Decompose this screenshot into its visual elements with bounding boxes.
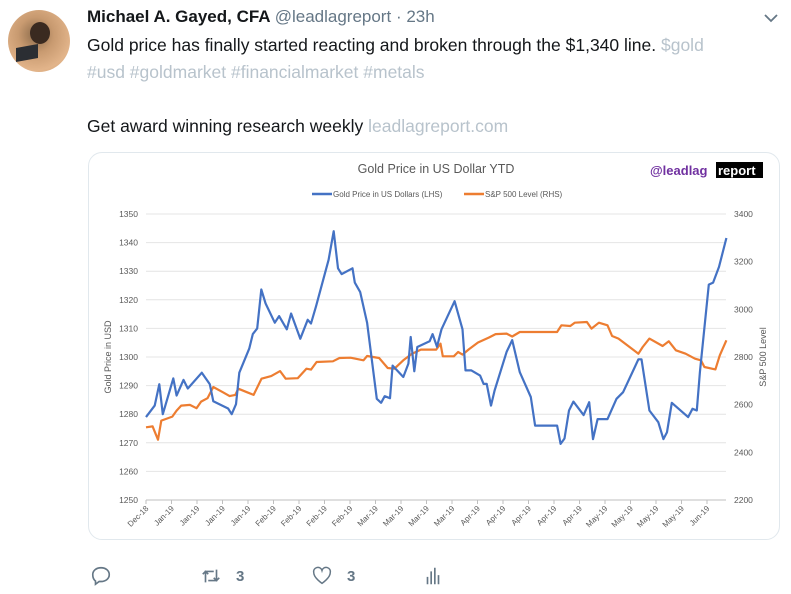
x-tick-label: Apr-19 [535,504,559,528]
hashtags[interactable]: #usd #goldmarket #financialmarket #metal… [87,62,425,82]
y-tick-label: 1300 [119,352,138,362]
y2-tick-label: 3200 [734,257,753,267]
gold-price-line [145,230,728,445]
y2-axis-label: S&P 500 Level [758,327,768,386]
x-tick-label: May-19 [635,504,661,530]
tweet-text: Gold price has finally started reacting … [87,35,657,55]
legend-label-gold: Gold Price in US Dollars (LHS) [333,190,443,199]
x-tick-label: Mar-19 [381,504,406,529]
x-tick-label: Mar-19 [356,504,381,529]
x-tick-label: Apr-19 [561,504,585,528]
x-tick-label: Feb-19 [305,504,330,529]
x-tick-label: Apr-19 [510,504,534,528]
y2-tick-label: 3000 [734,304,753,314]
legend-label-sp500: S&P 500 Level (RHS) [485,190,563,199]
legend: Gold Price in US Dollars (LHS) S&P 500 L… [312,190,563,199]
reply-button[interactable] [90,562,112,590]
y2-tick-label: 2600 [734,400,753,410]
x-tick-label: Apr-19 [459,504,483,528]
y-axis-label: Gold Price in USD [103,320,113,394]
x-tick-label: Jan-19 [178,504,202,528]
y-tick-label: 1290 [119,381,138,391]
sp500-line [145,320,728,441]
retweet-count: 3 [236,567,245,585]
logo-part1: @leadlag [650,163,708,178]
x-tick-label: Jan-19 [203,504,227,528]
x-tick-label: Apr-19 [484,504,508,528]
y-tick-label: 1310 [119,323,138,333]
y-tick-label: 1340 [119,238,138,248]
separator: · [395,7,402,26]
cashtag-link[interactable]: $gold [660,35,704,55]
x-tick-label: Feb-19 [254,504,279,529]
author-handle[interactable]: @leadlagreport [274,7,392,26]
x-tick-label: Jan-19 [229,504,253,528]
tweet-text-line2: Get award winning research weekly leadla… [87,113,508,139]
retweet-button[interactable]: 3 [200,562,244,590]
x-tick-label: Feb-19 [330,504,355,529]
y2-tick-label: 3400 [734,209,753,219]
x-tick-label: Mar-19 [407,504,432,529]
heart-icon [312,566,332,585]
chart-image-card[interactable]: Gold Price in US Dollar YTD @leadlag rep… [88,152,780,540]
x-tick-label: Feb-19 [279,504,304,529]
analytics-button[interactable] [422,562,444,590]
x-tick-label: Jan-19 [152,504,176,528]
y-tick-label: 1350 [119,209,138,219]
x-tick-label: May-19 [610,504,636,530]
promo-text: Get award winning research weekly [87,116,364,136]
tweet-text-line1: Gold price has finally started reacting … [87,32,704,58]
y2-tick-label: 2400 [734,447,753,457]
reply-icon [91,566,111,586]
y-tick-label: 1250 [119,495,138,505]
like-count: 3 [347,567,356,585]
x-tick-label: May-19 [661,504,687,530]
y-tick-label: 1260 [119,466,138,476]
y-tick-label: 1270 [119,438,138,448]
x-tick-label: May-19 [584,504,610,530]
chevron-down-icon[interactable] [761,8,781,28]
avatar[interactable] [8,10,70,72]
analytics-icon [426,567,440,585]
x-tick-label: Jun-19 [688,504,712,528]
logo: @leadlag report [650,162,763,178]
gold-vs-sp500-chart: Gold Price in US Dollar YTD @leadlag rep… [103,162,768,530]
x-tick-label: Mar-19 [432,504,457,529]
logo-part2: report [718,163,756,178]
y-tick-label: 1330 [119,266,138,276]
y-tick-label: 1320 [119,295,138,305]
chart-title: Gold Price in US Dollar YTD [358,162,515,176]
x-tick-label: Dec-18 [126,504,151,529]
timestamp[interactable]: 23h [406,7,435,26]
author-name[interactable]: Michael A. Gayed, CFA [87,7,270,26]
y-tick-label: 1280 [119,409,138,419]
tweet-header: Michael A. Gayed, CFA @leadlagreport · 2… [87,7,435,27]
retweet-icon [202,569,220,583]
y2-tick-label: 2800 [734,352,753,362]
like-button[interactable]: 3 [311,562,355,590]
website-link[interactable]: leadlagreport.com [368,116,509,136]
y2-tick-label: 2200 [734,495,753,505]
